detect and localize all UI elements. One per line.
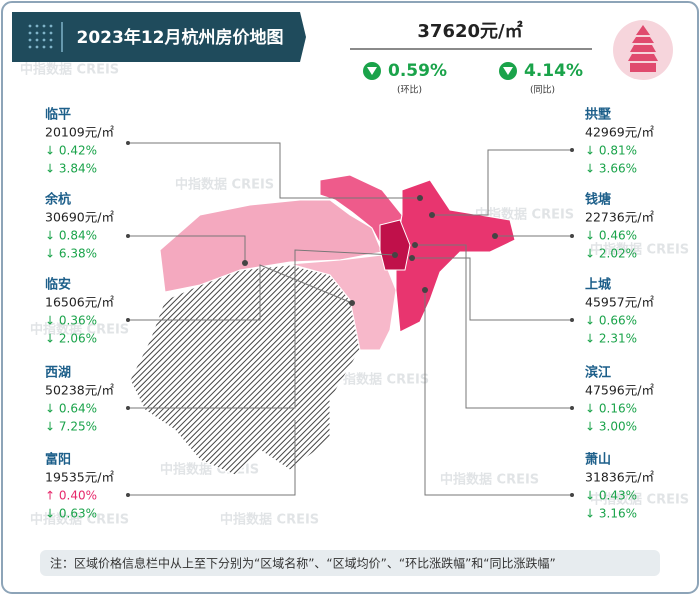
dot-icon <box>28 24 53 49</box>
district-name: 临平 <box>45 107 71 123</box>
district-price: 42969元/㎡ <box>585 125 654 140</box>
leader-lines <box>126 141 574 497</box>
district-name: 富阳 <box>45 452 71 468</box>
district-mom: ↓ 0.84% <box>45 229 97 243</box>
district-price: 16506元/㎡ <box>45 295 114 310</box>
district-name: 余杭 <box>44 192 71 208</box>
yoy-label: (同比) <box>530 84 555 96</box>
district-yoy: ↓ 2.02% <box>585 247 637 261</box>
district-mom: ↓ 0.46% <box>585 229 637 243</box>
watermark: 中指数据 CREIS <box>30 512 129 528</box>
watermark: 中指数据 CREIS <box>30 322 129 338</box>
note: 注：区域价格信息栏中从上至下分别为“区域名称”、“区域均价”、“环比涨跌幅”和“… <box>50 556 556 571</box>
pagoda-icon <box>613 20 673 80</box>
district-yoy: ↓ 3.66% <box>585 162 637 176</box>
watermark: 中指数据 CREIS <box>440 472 539 488</box>
district-yoy: ↓ 0.63% <box>45 507 97 521</box>
district-yoy: ↓ 3.84% <box>45 162 97 176</box>
avg-price: 37620元/㎡ <box>417 20 522 42</box>
district-yoy: ↓ 7.25% <box>45 420 97 434</box>
district-yoy: ↓ 3.00% <box>585 420 637 434</box>
title: 2023年12月杭州房价地图 <box>77 27 284 48</box>
watermark: 中指数据 CREIS <box>330 372 429 388</box>
watermark: 中指数据 CREIS <box>590 242 689 258</box>
mom: 0.59% <box>388 61 447 81</box>
district-mom: ↓ 0.36% <box>45 314 97 328</box>
district-name: 萧山 <box>585 452 611 468</box>
district-price: 31836元/㎡ <box>585 470 654 485</box>
mom-label: (环比) <box>397 84 422 96</box>
note-box <box>40 550 660 576</box>
district-mom: ↓ 0.66% <box>585 314 637 328</box>
district-yoy: ↓ 2.06% <box>45 332 97 346</box>
map <box>129 174 516 476</box>
district-name: 西湖 <box>45 366 71 381</box>
district-panels: 临平 20109元/㎡ ↓ 0.42% ↓ 3.84% 余杭 30690元/㎡ ↓ 0.84… <box>44 107 654 521</box>
watermark: 中指数据 CREIS <box>220 512 319 528</box>
district-price: 30690元/㎡ <box>45 210 114 225</box>
district-mom: ↓ 0.42% <box>45 144 97 158</box>
district-name: 滨江 <box>585 365 611 381</box>
district-mom: ↓ 0.64% <box>45 402 97 416</box>
district-name: 临安 <box>45 277 71 293</box>
district-name: 上城 <box>585 277 611 293</box>
district-mom: ↓ 0.43% <box>585 489 637 503</box>
watermark: 中指数据 CREIS <box>20 62 119 78</box>
district-yoy: ↓ 2.31% <box>585 332 637 346</box>
district-yoy: ↓ 6.38% <box>45 247 97 261</box>
watermark: 中指数据 CREIS <box>175 177 274 193</box>
district-price: 20109元/㎡ <box>45 125 114 140</box>
watermark: 中指数据 CREIS <box>590 492 689 508</box>
district-price: 19535元/㎡ <box>45 470 114 485</box>
district-price: 47596元/㎡ <box>585 383 654 398</box>
title-banner <box>12 12 306 62</box>
district-price: 45957元/㎡ <box>585 295 654 310</box>
yoy: 4.14% <box>524 61 583 81</box>
district-price: 50238元/㎡ <box>45 383 114 398</box>
district-name: 钱塘 <box>585 192 611 208</box>
district-name: 拱墅 <box>585 107 611 123</box>
district-mom: ↓ 0.16% <box>585 402 637 416</box>
district-mom: ↓ 0.81% <box>585 144 637 158</box>
district-price: 22736元/㎡ <box>585 210 654 225</box>
district-mom: ↑ 0.40% <box>45 489 97 503</box>
district-yoy: ↓ 3.16% <box>585 507 637 521</box>
